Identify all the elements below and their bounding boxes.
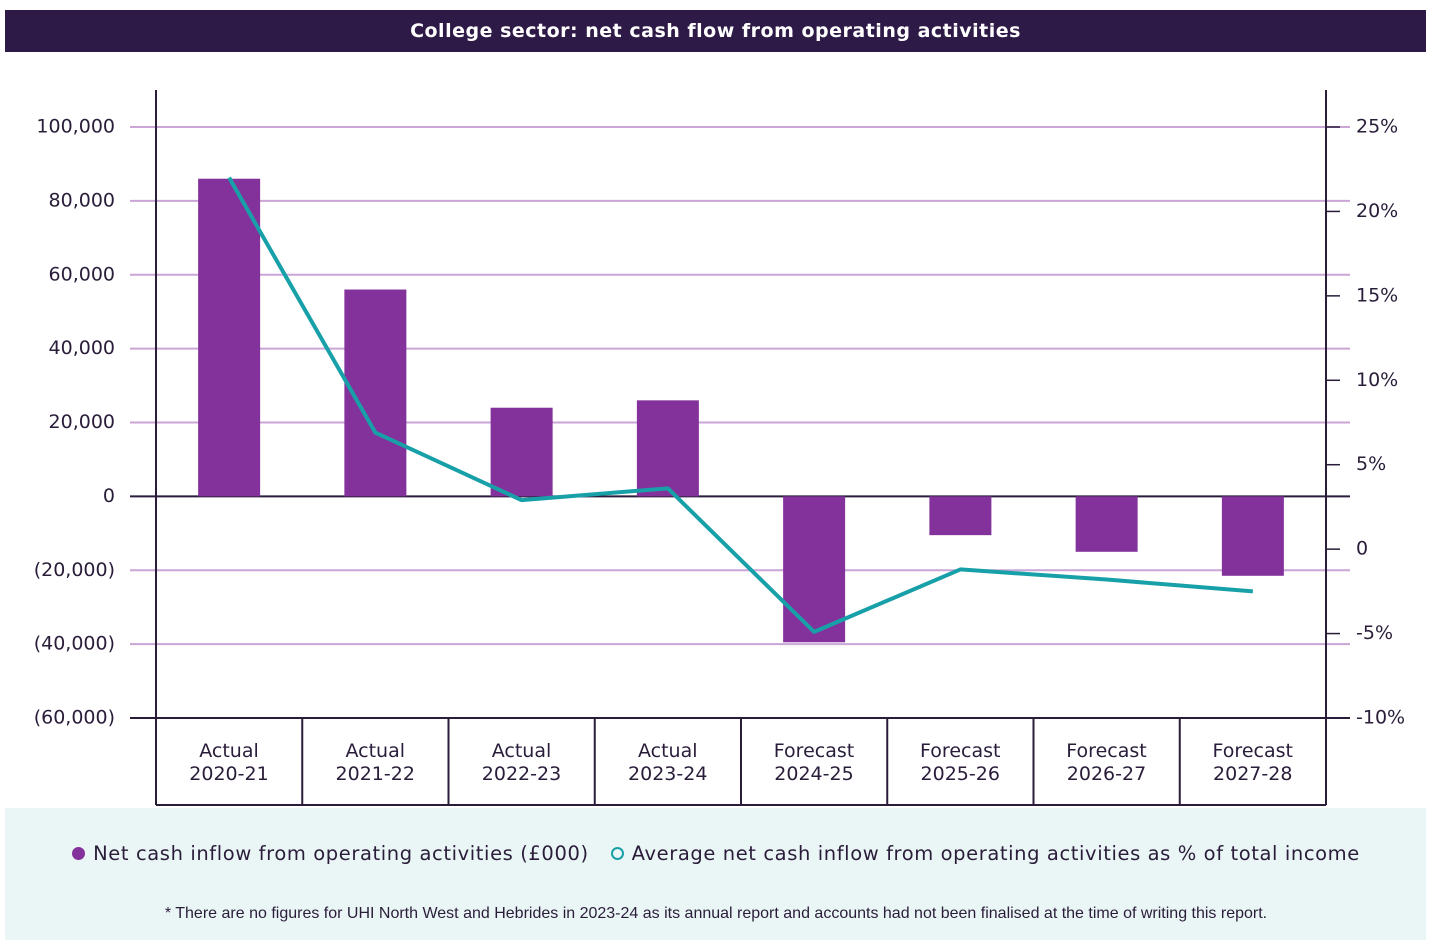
y-tick-label: 80,000 [49,189,115,211]
x-tick-label: Actual 2021-22 [335,740,415,785]
legend-swatch [72,847,86,860]
y-tick-label: (60,000) [34,707,115,729]
legend-item: Average net cash inflow from operating a… [610,842,1360,865]
line [227,176,1254,634]
bar [929,496,992,536]
legend-label: Average net cash inflow from operating a… [631,842,1360,865]
legend: Net cash inflow from operating activitie… [0,842,1432,865]
bar [783,496,846,643]
y2-tick-label: 5% [1356,453,1386,475]
y2-tick-label: 15% [1356,284,1398,306]
y-tick-label: 60,000 [49,263,115,285]
x-tick-label: Actual 2023-24 [628,740,708,785]
legend-item: Net cash inflow from operating activitie… [72,842,589,865]
footnote: * There are no figures for UHI North Wes… [164,905,1268,922]
legend-label: Net cash inflow from operating activitie… [93,842,589,865]
chart: (60,000) (40,000) (20,000) 0 20,000 40,000 60,… [34,90,1405,806]
y2-tick-label: -5% [1356,622,1393,644]
bar [1221,496,1284,576]
x-tick-label: Actual 2022-23 [481,740,562,785]
y-tick-label: 100,000 [36,116,115,138]
x-tick-label: Forecast 2025-26 [920,740,1001,785]
legend-swatch [610,847,624,860]
bar [490,407,553,497]
y2-tick-label: 25% [1356,116,1398,138]
y2-tick-label: 10% [1356,369,1398,391]
x-tick-label: Forecast 2026-27 [1066,740,1147,785]
y-tick-label: (40,000) [34,633,115,655]
y2-tick-label: 0 [1356,538,1368,560]
y-tick-label: 20,000 [49,411,115,433]
bar [198,178,261,497]
chart-title: College sector: net cash flow from opera… [5,10,1426,52]
y-tick-label: 40,000 [49,337,115,359]
x-tick-label: Actual 2020-21 [189,740,269,785]
y2-tick-label: -10% [1356,707,1405,729]
bar [636,400,699,497]
x-tick-label: Forecast 2027-28 [1212,740,1293,785]
footer-panel [5,808,1426,940]
y-tick-label: (20,000) [34,559,115,581]
x-tick-label: Forecast 2024-25 [773,740,855,785]
y2-tick-label: 20% [1356,200,1398,222]
bar [1075,496,1138,552]
y-tick-label: 0 [103,485,115,507]
